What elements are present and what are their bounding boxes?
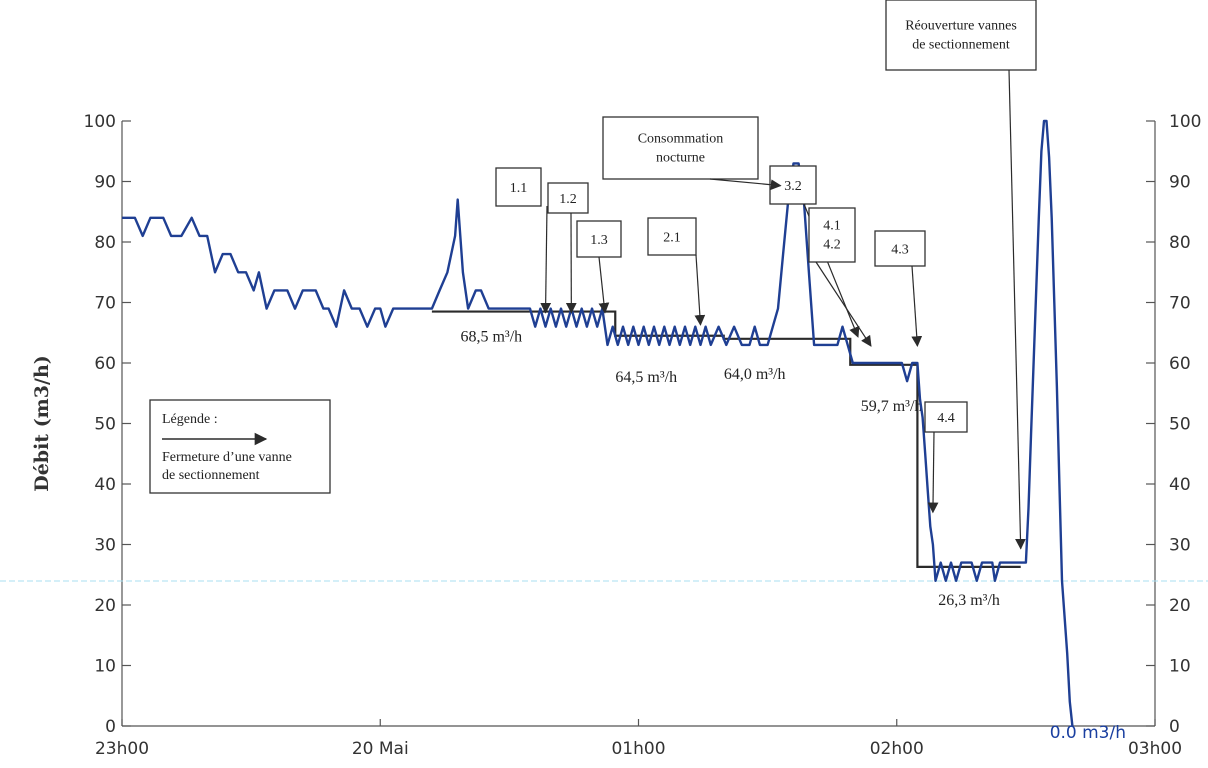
annotation-arrow	[546, 206, 547, 313]
annotation-label: 1.3	[590, 233, 608, 248]
y-tick-label-left: 40	[94, 475, 116, 495]
y-tick-label-left: 30	[94, 536, 116, 556]
annotation-label: 4.4	[937, 411, 955, 426]
x-tick-label: 01h00	[611, 739, 665, 759]
legend-line2: de sectionnement	[162, 468, 260, 483]
annotation-callout: 1.3	[577, 221, 621, 313]
annotation-callout: 4.4	[925, 402, 967, 512]
annotation-label: 4.3	[891, 243, 909, 258]
annotation-label-line2: de sectionnement	[912, 38, 1010, 53]
y-tick-label-left: 50	[94, 415, 116, 435]
annotation-arrow	[696, 255, 700, 325]
y-tick-label-right: 80	[1169, 233, 1191, 253]
annotation-callout: Consommation nocturne	[603, 117, 781, 186]
y-tick-label-right: 60	[1169, 354, 1191, 374]
legend-title: Légende :	[162, 412, 218, 427]
y-tick-label-left: 10	[94, 657, 116, 677]
mean-level-label: 64,0 m³/h	[724, 366, 786, 383]
annotation-box	[886, 0, 1036, 70]
mean-level-label: 68,5 m³/h	[460, 329, 522, 346]
y-tick-label-right: 40	[1169, 475, 1191, 495]
annotation-arrow	[1009, 70, 1021, 549]
annotation-label-line2: nocturne	[656, 151, 705, 166]
annotation-arrow	[599, 257, 605, 313]
y-tick-label-right: 100	[1169, 112, 1201, 132]
annotation-callout: 4.14.2	[809, 208, 871, 346]
annotation-label: 4.1	[823, 219, 841, 234]
y-tick-label-left: 20	[94, 596, 116, 616]
y-tick-label-right: 20	[1169, 596, 1191, 616]
annotation-callout: 2.1	[648, 218, 700, 325]
annotation-box	[603, 117, 758, 179]
mean-level-label: 64,5 m³/h	[615, 369, 677, 386]
mean-level-label: 59,7 m³/h	[861, 398, 923, 415]
y-tick-label-right: 50	[1169, 415, 1191, 435]
annotation-label: 1.2	[559, 192, 577, 207]
y-tick-label-left: 60	[94, 354, 116, 374]
annotation-label: Réouverture vannes	[905, 19, 1017, 34]
annotation-box	[809, 208, 855, 262]
legend-line1: Fermeture d’une vanne	[162, 450, 292, 465]
y-tick-label-right: 10	[1169, 657, 1191, 677]
annotation-arrow	[912, 266, 917, 346]
y-axis-label: Débit (m3/h)	[31, 355, 53, 492]
x-tick-label: 20 Mai	[352, 739, 409, 759]
y-tick-label-left: 70	[94, 294, 116, 314]
x-tick-label: 02h00	[870, 739, 924, 759]
annotation-callout: Réouverture vannes de sectionnement	[886, 0, 1036, 549]
y-tick-label-right: 90	[1169, 173, 1191, 193]
mean-level-steps	[432, 312, 1021, 567]
annotation-callout: 1.1	[496, 168, 547, 313]
annotation-label-line2: 4.2	[823, 238, 841, 253]
legend: Légende : Fermeture d’une vanne de section…	[150, 400, 330, 493]
annotation-label: 2.1	[663, 231, 681, 246]
annotation-label: Consommation	[638, 132, 724, 147]
y-tick-label-left: 100	[84, 112, 116, 132]
y-tick-label-left: 80	[94, 233, 116, 253]
x-tick-label: 03h00	[1128, 739, 1182, 759]
y-tick-label-left: 0	[105, 717, 116, 737]
zero-flow-label: 0.0 m3/h	[1050, 723, 1126, 743]
mean-level-label: 26,3 m³/h	[938, 592, 1000, 609]
annotation-label: 1.1	[510, 181, 528, 196]
y-tick-label-right: 0	[1169, 717, 1180, 737]
x-tick-label: 23h00	[95, 739, 149, 759]
mean-levels: 68,5 m³/h 64,5 m³/h 64,0 m³/h 59,7 m³/h 26,3…	[432, 312, 1021, 609]
y-tick-label-right: 30	[1169, 536, 1191, 556]
annotation-callout: 4.3	[875, 231, 925, 346]
y-tick-label-right: 70	[1169, 294, 1191, 314]
annotation-arrow	[933, 432, 934, 512]
annotation-label: 3.2	[784, 179, 802, 194]
y-tick-label-left: 90	[94, 173, 116, 193]
